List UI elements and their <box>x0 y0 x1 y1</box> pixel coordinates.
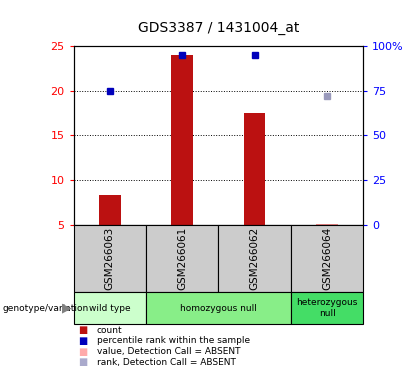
Bar <box>74 292 146 324</box>
Bar <box>171 55 193 225</box>
Text: count: count <box>97 326 122 335</box>
Text: homozygous null: homozygous null <box>180 304 257 313</box>
Text: ■: ■ <box>78 358 87 367</box>
Bar <box>146 292 291 324</box>
Bar <box>291 292 363 324</box>
Text: value, Detection Call = ABSENT: value, Detection Call = ABSENT <box>97 347 240 356</box>
Text: percentile rank within the sample: percentile rank within the sample <box>97 336 250 346</box>
Text: heterozygous
null: heterozygous null <box>297 298 358 318</box>
Bar <box>244 113 265 225</box>
Text: ▶: ▶ <box>63 302 72 314</box>
Text: GDS3387 / 1431004_at: GDS3387 / 1431004_at <box>138 21 299 35</box>
Text: ■: ■ <box>78 325 87 335</box>
Bar <box>146 225 218 292</box>
Text: ■: ■ <box>78 336 87 346</box>
Text: GSM266062: GSM266062 <box>249 227 260 290</box>
Text: genotype/variation: genotype/variation <box>2 304 88 313</box>
Text: wild type: wild type <box>89 304 131 313</box>
Bar <box>291 225 363 292</box>
Text: ■: ■ <box>78 347 87 357</box>
Text: GSM266064: GSM266064 <box>322 227 332 290</box>
Text: GSM266063: GSM266063 <box>105 227 115 290</box>
Bar <box>99 195 121 225</box>
Bar <box>74 225 146 292</box>
Bar <box>218 225 291 292</box>
Text: GSM266061: GSM266061 <box>177 227 187 290</box>
Bar <box>316 224 338 225</box>
Text: rank, Detection Call = ABSENT: rank, Detection Call = ABSENT <box>97 358 236 367</box>
